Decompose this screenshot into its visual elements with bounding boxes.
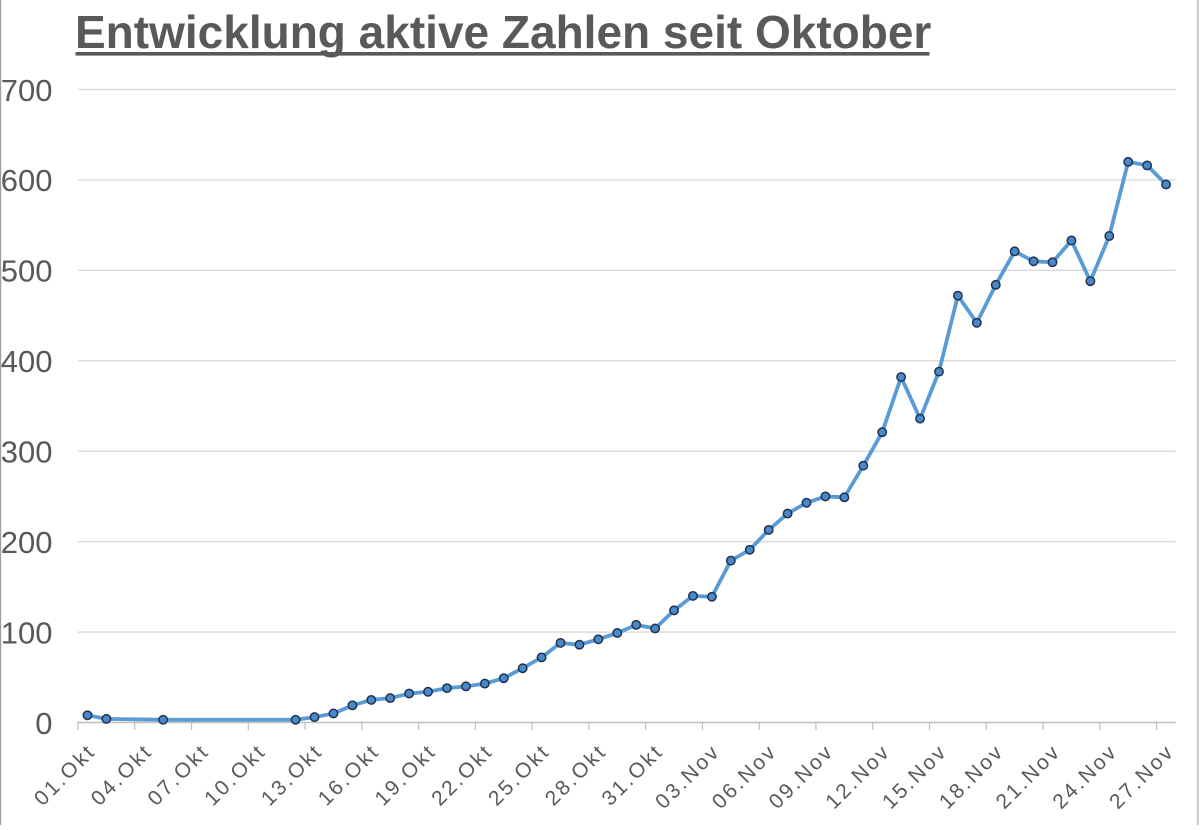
svg-text:400: 400: [1, 344, 53, 379]
svg-text:200: 200: [1, 525, 53, 560]
svg-text:500: 500: [1, 254, 53, 289]
svg-text:100: 100: [1, 615, 53, 650]
svg-text:300: 300: [1, 435, 53, 470]
svg-text:0: 0: [35, 706, 52, 741]
svg-text:Entwicklung aktive Zahlen seit: Entwicklung aktive Zahlen seit Oktober: [75, 6, 931, 58]
svg-text:600: 600: [1, 163, 53, 198]
svg-text:700: 700: [1, 73, 53, 108]
